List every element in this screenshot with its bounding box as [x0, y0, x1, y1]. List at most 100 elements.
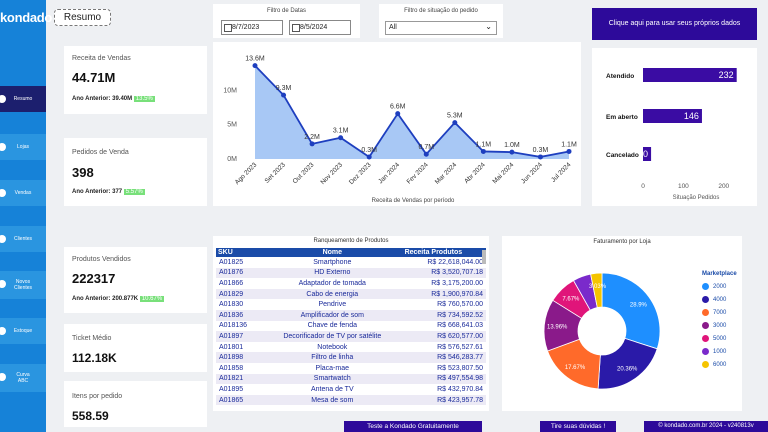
- table-row[interactable]: A01895 Antena de TV R$ 432,970.84: [216, 384, 486, 395]
- kpi-orders-card: Pedidos de Venda 398 Ano Anterior: 377 5…: [64, 138, 207, 206]
- data-point: [338, 135, 344, 141]
- bar-value-label: 232: [719, 70, 734, 80]
- table-header-0[interactable]: SKU: [216, 248, 263, 257]
- data-point: [452, 120, 458, 126]
- table-row[interactable]: A018136 Chave de fenda R$ 668,641.03: [216, 321, 486, 332]
- table-cell: A018136: [219, 322, 248, 330]
- date-end-input[interactable]: 8/5/2024: [289, 20, 351, 35]
- data-point: [395, 111, 401, 117]
- legend-item[interactable]: 6000: [702, 358, 737, 371]
- legend-swatch-icon: [702, 283, 709, 290]
- status-select[interactable]: All ⌄: [385, 21, 497, 35]
- table-cell: R$ 620,577.00: [402, 331, 486, 342]
- status-select-value: All: [389, 24, 397, 31]
- questions-button[interactable]: Tire suas dúvidas !: [540, 421, 616, 432]
- sidebar-item-novos-clientes[interactable]: Novos Clientes: [0, 271, 46, 299]
- slice-label: 13.96%: [547, 324, 568, 330]
- date-start-input[interactable]: 8/7/2023: [221, 20, 283, 35]
- table-row[interactable]: A01830 Pendrive R$ 760,570.00: [216, 299, 486, 310]
- series-line: [254, 64, 570, 159]
- kpi-revenue-title: Receita de Vendas: [72, 55, 131, 62]
- data-point: [423, 151, 429, 157]
- table-row[interactable]: A01897 Decorificador de TV por satélite R$…: [216, 331, 486, 342]
- x-tick-label: Ago 2023: [234, 161, 259, 186]
- table-cell: R$ 523,807.50: [437, 364, 483, 372]
- use-own-data-button[interactable]: Clique aqui para usar seus próprios dado…: [592, 8, 757, 40]
- table-row[interactable]: A01801 Notebook R$ 576,527.61: [216, 342, 486, 353]
- revenue-line-chart: 0M 5M 10M 13.6M Ago 2023 9.3M Set 2023 2.2M Out …: [223, 56, 577, 204]
- sidebar-item-curva-abc[interactable]: Curva ABC: [0, 364, 46, 392]
- table-cell: R$ 3,175,200.00: [431, 279, 483, 287]
- table-cell: R$ 734,592.52: [402, 309, 486, 321]
- table-cell: HD Externo: [262, 267, 403, 279]
- table-row[interactable]: A01876 HD Externo R$ 3,520,707.18: [216, 267, 486, 279]
- sidebar: [0, 0, 46, 432]
- status-filter: Filtro de situação do pedido All ⌄: [379, 4, 503, 38]
- slice-label: 3.03%: [589, 284, 607, 290]
- pie-slice: [597, 337, 658, 390]
- legend-item[interactable]: 7000: [702, 306, 737, 319]
- table-row[interactable]: A01898 Filtro de linha R$ 546,283.77: [216, 352, 486, 363]
- data-point: [480, 148, 486, 154]
- legend-item[interactable]: 2000: [702, 280, 737, 293]
- sidebar-item-clientes[interactable]: Clientes: [0, 226, 46, 252]
- kpi-orders-prev: Ano Anterior: 377: [72, 189, 123, 195]
- sku-table-panel: Ranqueamento de Produtos SKU Nome Receita …: [213, 236, 489, 411]
- chevron-down-icon: ⌄: [485, 22, 492, 31]
- data-point: [537, 154, 543, 160]
- legend-item[interactable]: 5000: [702, 332, 737, 345]
- table-header-2[interactable]: Receita Produtos: [402, 248, 486, 257]
- kpi-ticket-value: 112.18K: [72, 351, 117, 365]
- table-scrollbar[interactable]: [482, 250, 486, 264]
- x-axis-label: Receita de Vendas por período: [372, 198, 455, 204]
- table-cell: A01865: [216, 394, 263, 406]
- kpi-products-badge: 10.67%: [139, 296, 165, 302]
- table-row[interactable]: A01821 Smartwatch R$ 497,554.98: [216, 373, 486, 385]
- status-bar: [643, 68, 737, 82]
- table-row[interactable]: A01865 Mesa de som R$ 423,957.78: [216, 394, 486, 406]
- y-tick-label: 0M: [227, 156, 237, 163]
- bar-category-label: Atendido: [606, 73, 634, 80]
- resumo-button[interactable]: Resumo: [54, 9, 111, 26]
- bar-value-label: 146: [684, 111, 699, 121]
- copyright-button[interactable]: © kondado.com.br 2024 - v240813v: [644, 421, 768, 432]
- sidebar-item-lojas[interactable]: Lojas: [0, 134, 46, 160]
- table-cell: A01829: [216, 288, 263, 300]
- kpi-products-value: 222317: [72, 271, 116, 286]
- x-tick-label: Abr 2024: [463, 161, 487, 185]
- brand-logo: kondado: [0, 10, 53, 25]
- legend-label: 2000: [713, 283, 727, 290]
- table-cell: Chave de fenda: [307, 322, 357, 330]
- table-row[interactable]: A01836 Amplificador de som R$ 734,592.52: [216, 309, 486, 321]
- table-header-1[interactable]: Nome: [262, 248, 403, 257]
- table-cell: A01858: [219, 364, 244, 372]
- legend-item[interactable]: 4000: [702, 293, 737, 306]
- data-label: 2.2M: [304, 134, 320, 141]
- legend-swatch-icon: [702, 322, 709, 329]
- legend-swatch-icon: [702, 348, 709, 355]
- legend-item[interactable]: 3000: [702, 319, 737, 332]
- nav-dot-icon: [0, 280, 6, 288]
- table-cell: R$ 22,618,044.00: [427, 258, 483, 266]
- table-row[interactable]: A01829 Cabo de energia R$ 1,900,970.84: [216, 288, 486, 300]
- try-kondado-button[interactable]: Teste a Kondado Gratuitamente: [344, 421, 482, 432]
- sidebar-item-resumo[interactable]: Resumo: [0, 86, 46, 112]
- table-cell: A01836: [216, 309, 263, 321]
- table-row[interactable]: A01866 Adaptador de tomada R$ 3,175,200.00: [216, 278, 486, 289]
- donut-chart-title: Faturamento por Loja: [593, 239, 651, 245]
- nav-dot-icon: [0, 235, 6, 243]
- table-cell: Amplificador de som: [262, 309, 403, 321]
- data-point: [366, 154, 372, 160]
- table-cell: R$ 668,641.03: [437, 322, 483, 330]
- x-tick-label: Jun 2024: [520, 161, 544, 185]
- table-cell: R$ 3,520,707.18: [402, 267, 486, 279]
- sidebar-item-vendas[interactable]: Vendas: [0, 180, 46, 206]
- legend-swatch-icon: [702, 335, 709, 342]
- x-tick-label: Nov 2023: [319, 161, 344, 186]
- x-tick-label: Jul 2024: [550, 161, 573, 184]
- table-row[interactable]: A01825 Smartphone R$ 22,618,044.00: [216, 257, 486, 268]
- legend-item[interactable]: 1000: [702, 345, 737, 358]
- sidebar-item-estoque[interactable]: Estoque: [0, 318, 46, 344]
- table-cell: Placa-mae: [315, 364, 350, 372]
- table-row[interactable]: A01858 Placa-mae R$ 523,807.50: [216, 363, 486, 374]
